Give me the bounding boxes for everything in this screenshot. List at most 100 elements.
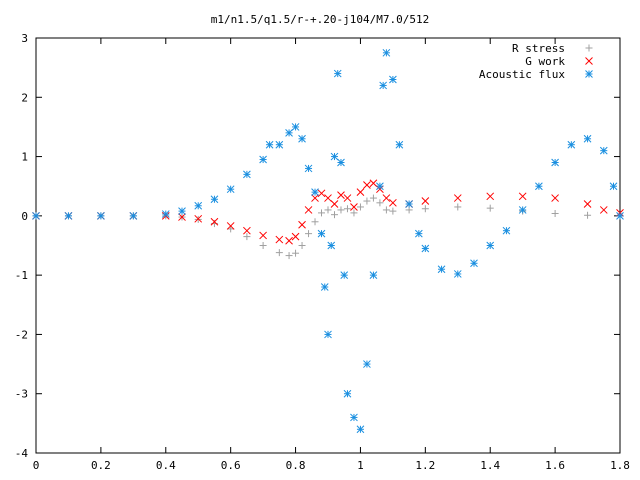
- plot-frame: [35, 37, 621, 454]
- data-point: [421, 205, 429, 213]
- data-point: [298, 220, 306, 229]
- data-point: [437, 265, 446, 274]
- data-point: [535, 182, 543, 191]
- data-point: [32, 212, 40, 220]
- data-point: [350, 413, 358, 422]
- data-point: [243, 226, 251, 235]
- data-point: [356, 425, 365, 434]
- legend-label: Acoustic flux: [479, 68, 565, 81]
- data-point: [584, 211, 592, 219]
- data-point: [259, 242, 267, 249]
- data-point: [320, 283, 329, 291]
- data-point: [356, 203, 364, 211]
- data-point: [376, 182, 384, 191]
- data-point: [340, 271, 349, 279]
- x-tick-label: 1.4: [480, 459, 500, 472]
- data-point: [470, 259, 478, 268]
- legend-label: R stress: [512, 42, 565, 55]
- data-point: [311, 194, 319, 202]
- x-tick-label: 1: [357, 459, 364, 472]
- data-point: [343, 194, 352, 202]
- data-point: [275, 235, 284, 244]
- data-point: [363, 181, 371, 189]
- data-point: [311, 188, 319, 196]
- data-point: [551, 209, 559, 217]
- legend-label: G work: [525, 55, 565, 68]
- data-point: [317, 189, 326, 198]
- data-point: [551, 194, 559, 202]
- data-point: [194, 214, 203, 223]
- y-tick-label: 0: [21, 210, 28, 223]
- data-point: [369, 179, 378, 188]
- data-point: [369, 271, 378, 279]
- data-point: [343, 389, 352, 398]
- data-point: [194, 201, 203, 210]
- data-point: [337, 158, 345, 167]
- data-point: [178, 207, 186, 215]
- data-point: [421, 244, 430, 253]
- chart-title: m1/n1.5/q1.5/r-+.20-j104/M7.0/512: [211, 13, 430, 26]
- legend-marker: [585, 70, 593, 78]
- legend-marker: [585, 44, 593, 52]
- data-point: [609, 182, 618, 191]
- data-point: [259, 231, 267, 240]
- data-point: [453, 270, 462, 278]
- data-point: [486, 204, 494, 212]
- data-point: [129, 212, 138, 220]
- y-tick-label: -3: [15, 388, 28, 401]
- x-tick-label: 0: [33, 459, 40, 472]
- data-point: [333, 69, 342, 78]
- data-point: [178, 213, 186, 221]
- data-point: [259, 155, 267, 164]
- data-point: [518, 206, 527, 214]
- x-tick-label: 0.8: [286, 459, 306, 472]
- plot-area: [32, 48, 624, 434]
- data-point: [363, 197, 371, 205]
- data-point: [285, 236, 293, 245]
- data-point: [337, 191, 345, 199]
- data-point: [379, 81, 388, 90]
- y-tick-label: -2: [15, 328, 28, 341]
- data-point: [363, 360, 371, 368]
- data-point: [324, 330, 332, 339]
- data-point: [330, 152, 339, 161]
- data-point: [389, 75, 397, 84]
- data-point: [298, 134, 306, 143]
- data-point: [324, 194, 332, 202]
- series-2: [32, 48, 624, 434]
- data-point: [356, 188, 365, 196]
- data-point: [502, 226, 511, 235]
- data-point: [304, 164, 313, 173]
- data-point: [97, 212, 105, 220]
- data-point: [405, 206, 413, 214]
- data-point: [305, 230, 313, 238]
- data-point: [275, 249, 283, 257]
- x-tick-label: 1.8: [610, 459, 630, 472]
- data-point: [486, 241, 495, 250]
- data-point: [518, 192, 527, 201]
- data-point: [369, 194, 377, 202]
- data-point: [454, 203, 462, 211]
- data-point: [567, 140, 576, 149]
- data-point: [330, 211, 338, 219]
- x-tick-label: 0.4: [156, 459, 176, 472]
- data-point: [304, 206, 313, 214]
- data-point: [318, 209, 326, 217]
- data-point: [285, 252, 293, 260]
- x-tick-label: 1.6: [545, 459, 565, 472]
- data-point: [551, 158, 559, 167]
- y-tick-label: 1: [21, 151, 28, 164]
- data-point: [421, 197, 430, 205]
- data-point: [583, 200, 592, 208]
- data-point: [389, 207, 397, 215]
- data-point: [599, 206, 608, 214]
- y-tick-label: 2: [21, 91, 28, 104]
- data-point: [285, 129, 293, 137]
- data-point: [243, 170, 251, 179]
- data-point: [298, 242, 306, 249]
- data-point: [311, 218, 319, 226]
- data-point: [616, 212, 624, 220]
